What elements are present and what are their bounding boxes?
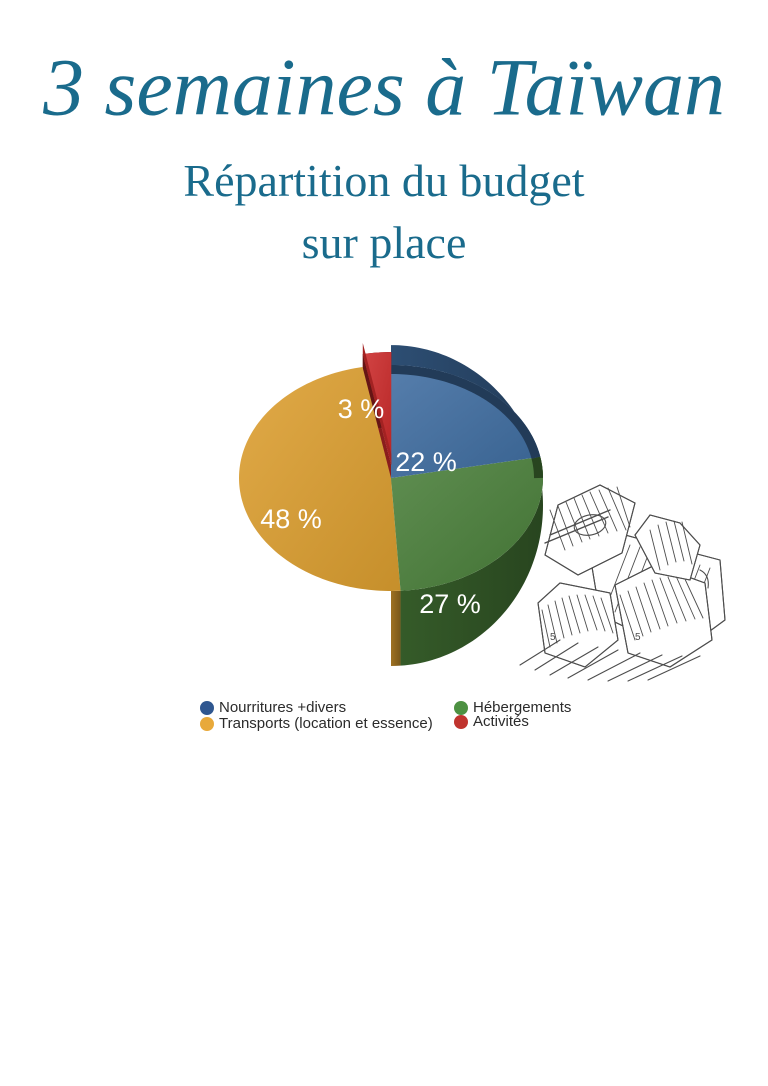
- svg-text:5: 5: [635, 632, 641, 643]
- svg-text:5: 5: [550, 632, 556, 643]
- svg-text:27 %: 27 %: [419, 589, 481, 619]
- svg-text:3 %: 3 %: [338, 394, 385, 424]
- svg-text:48 %: 48 %: [260, 504, 322, 534]
- svg-text:22 %: 22 %: [395, 447, 457, 477]
- svg-text:100: 100: [675, 606, 693, 618]
